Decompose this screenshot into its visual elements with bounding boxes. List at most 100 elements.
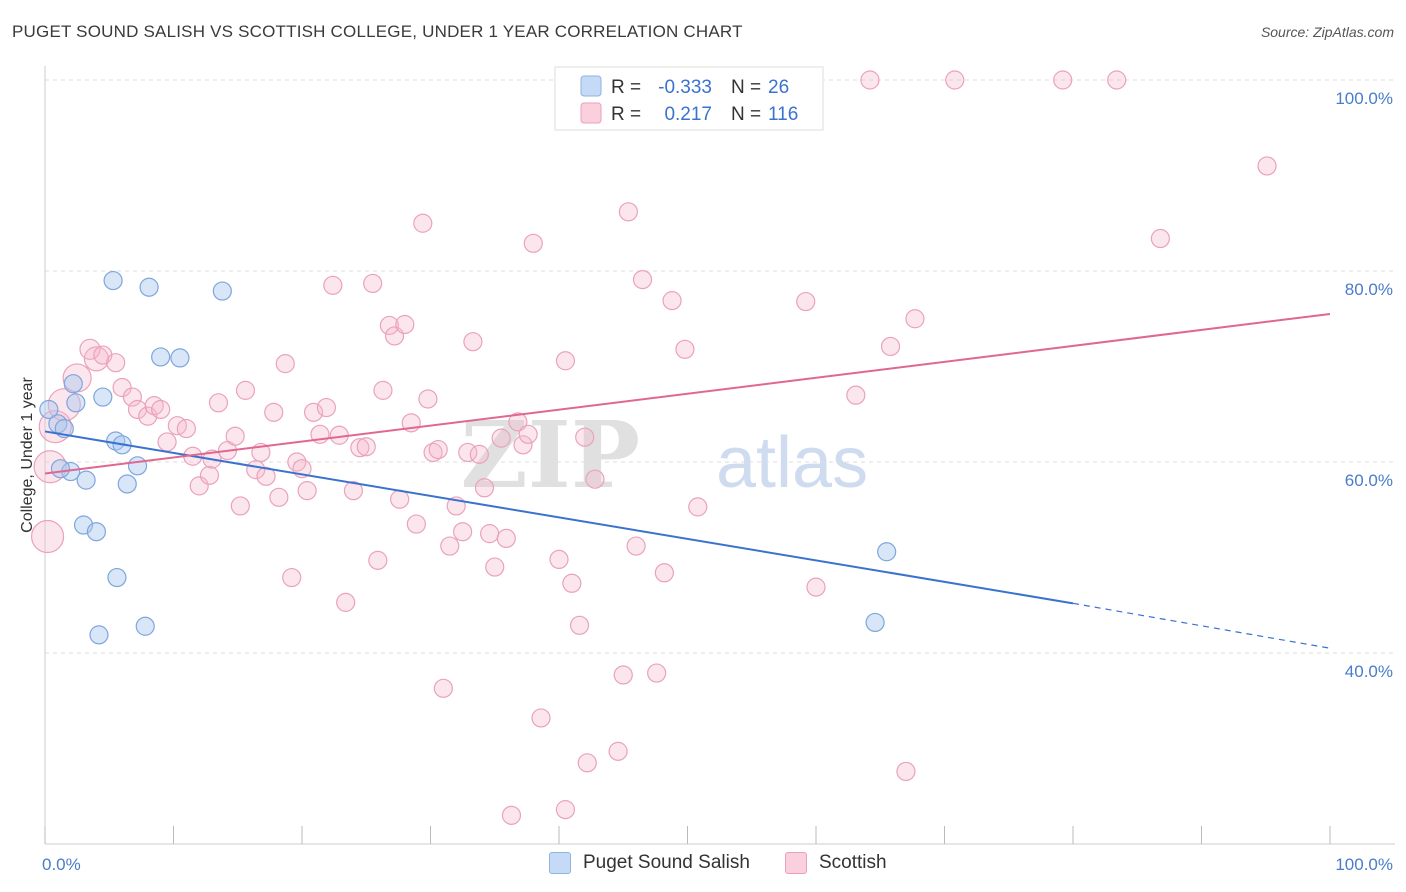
scottish-point <box>632 269 653 290</box>
scottish-point <box>79 338 101 360</box>
scottish-point <box>1107 70 1127 90</box>
scottish-point <box>469 444 489 464</box>
trend-line-puget-extension <box>1072 602 1331 649</box>
y-tick-label: 80.0% <box>1345 280 1393 299</box>
stats-n-label: N = <box>731 104 761 125</box>
scottish-point <box>151 399 171 420</box>
stats-r-value: -0.333 <box>658 77 712 98</box>
puget-point <box>127 456 148 476</box>
scottish-point <box>316 397 337 418</box>
scottish-point <box>1053 70 1073 90</box>
scottish-point <box>323 275 343 295</box>
scottish-point <box>33 450 67 484</box>
scottish-point <box>688 497 708 517</box>
scottish-point <box>518 424 538 444</box>
trend-line-puget <box>44 430 1074 605</box>
legend-item-puget: Puget Sound Salish <box>549 852 750 874</box>
scottish-point <box>675 339 695 359</box>
scottish-point <box>47 388 81 422</box>
x-tick-label: 100.0% <box>1335 855 1393 874</box>
scottish-point <box>496 528 516 549</box>
scottish-point <box>373 380 393 400</box>
scottish-point <box>336 592 356 612</box>
scottish-point <box>256 466 276 486</box>
scottish-point <box>303 402 324 422</box>
trend-lines <box>44 312 1331 649</box>
scottish-point <box>356 437 376 457</box>
scottish-point <box>513 435 533 455</box>
legend-label-puget: Puget Sound Salish <box>583 852 750 873</box>
scottish-point <box>523 233 543 253</box>
scottish-point <box>363 273 383 294</box>
stats-n-label: N = <box>731 77 761 98</box>
puget-point <box>107 567 127 588</box>
scottish-point <box>350 438 370 458</box>
scottish-point <box>225 426 245 446</box>
scottish-point <box>626 536 646 556</box>
scottish-point <box>555 800 576 820</box>
scottish-point <box>1150 228 1170 249</box>
series-scottish-points <box>30 69 1277 825</box>
scottish-point <box>428 439 448 460</box>
scottish-point <box>480 524 500 544</box>
scottish-point <box>531 708 551 728</box>
grid-lines <box>45 79 1395 654</box>
puget-point <box>865 612 885 633</box>
scottish-point <box>474 478 495 498</box>
stats-swatch <box>580 102 602 124</box>
scottish-point <box>806 577 826 597</box>
scottish-point <box>199 465 220 485</box>
stats-n-value: 116 <box>768 104 798 125</box>
puget-point <box>86 522 107 542</box>
scottish-point <box>230 496 250 516</box>
puget-point <box>63 374 83 394</box>
puget-point <box>151 347 171 367</box>
scottish-point <box>413 213 433 233</box>
x-tick-labels: 0.0% 100.0% <box>42 855 1393 874</box>
source-label: Source: ZipAtlas.com <box>1260 24 1394 40</box>
puget-point <box>76 470 96 490</box>
scottish-point <box>1257 156 1277 176</box>
puget-point <box>117 474 137 494</box>
scottish-point <box>106 353 126 373</box>
scottish-point <box>491 428 511 448</box>
scottish-point <box>905 309 925 329</box>
scottish-point <box>585 469 605 489</box>
scottish-point <box>549 549 569 570</box>
puget-point <box>66 393 86 413</box>
y-tick-label: 40.0% <box>1345 662 1393 681</box>
scottish-point <box>860 70 880 90</box>
scottish-point <box>555 351 576 371</box>
y-tick-label: 60.0% <box>1345 471 1393 490</box>
scottish-point <box>433 678 453 698</box>
puget-point <box>877 542 897 562</box>
scottish-point <box>83 346 110 372</box>
puget-point <box>93 387 113 407</box>
scottish-point <box>379 315 399 336</box>
scottish-point <box>896 761 916 782</box>
scottish-point <box>501 805 522 825</box>
scottish-point <box>846 385 866 405</box>
puget-point <box>50 459 71 479</box>
scottish-point <box>945 70 965 90</box>
scottish-point <box>264 402 284 422</box>
scottish-point <box>157 432 177 452</box>
scottish-point <box>208 393 229 413</box>
scottish-point <box>269 487 289 507</box>
scottish-point <box>463 332 483 352</box>
trend-line-scottish <box>44 312 1331 475</box>
scottish-point <box>613 665 633 685</box>
scottish-point <box>282 567 302 588</box>
scottish-point <box>235 380 256 400</box>
legend-item-scottish: Scottish <box>785 852 887 874</box>
stats-r-label: R = <box>611 77 641 98</box>
scottish-point <box>618 202 638 222</box>
stats-swatch <box>580 75 602 97</box>
puget-point <box>170 348 190 368</box>
scottish-point <box>796 291 816 312</box>
scottish-point <box>508 412 528 432</box>
puget-point <box>212 281 232 301</box>
stats-legend: R = -0.333 N = 26 R = 0.217 N = 116 <box>554 66 824 131</box>
puget-point <box>135 616 155 636</box>
scottish-point <box>440 536 460 556</box>
